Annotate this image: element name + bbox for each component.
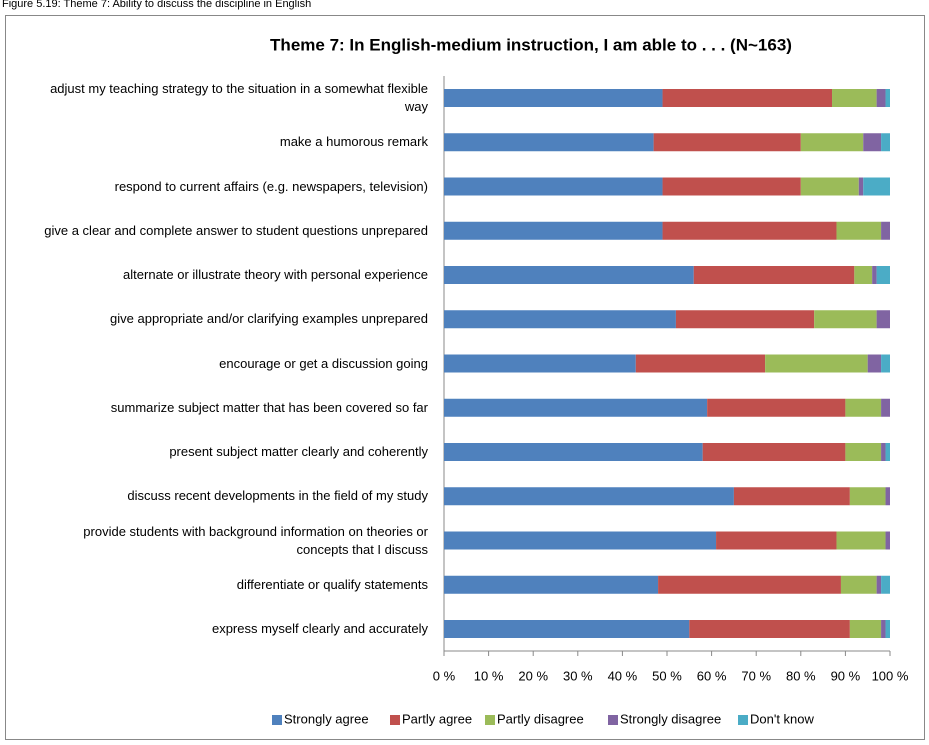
legend-label: Partly disagree	[497, 711, 584, 726]
chart-title: Theme 7: In English-medium instruction, …	[270, 35, 792, 54]
x-tick-label: 90 %	[831, 668, 861, 683]
bar-segment	[800, 177, 859, 196]
bar-segment	[444, 354, 636, 373]
x-tick-label: 40 %	[608, 668, 638, 683]
bar-segment	[662, 221, 837, 240]
y-tick-label: express myself clearly and accurately	[211, 621, 428, 636]
x-tick-label: 70 %	[741, 668, 771, 683]
x-tick-label: 10 %	[474, 668, 504, 683]
bar-segment	[876, 575, 882, 594]
bar-segment	[876, 310, 890, 329]
bar-segment	[881, 620, 886, 638]
bar-segment	[444, 310, 676, 329]
legend-swatch	[608, 715, 618, 725]
x-tick-label: 20 %	[518, 668, 548, 683]
bar-segment	[885, 620, 890, 638]
y-tick-label: respond to current affairs (e.g. newspap…	[114, 178, 428, 194]
y-tick-label: discuss recent developments in the field…	[127, 488, 428, 504]
legend-swatch	[272, 715, 282, 725]
bar-segment	[444, 487, 734, 506]
y-tick-label: present subject matter clearly and coher…	[169, 444, 428, 459]
bar-segment	[863, 177, 890, 196]
bar-segment	[840, 575, 877, 594]
bar-segment	[872, 266, 877, 284]
bar-segment	[836, 531, 886, 550]
x-tick-label: 50 %	[652, 668, 682, 683]
x-tick-label: 0 %	[433, 668, 456, 683]
legend-swatch	[738, 715, 748, 725]
bar-segment	[881, 443, 886, 461]
y-tick-label: alternate or illustrate theory with pers…	[123, 267, 428, 282]
legend-label: Partly agree	[402, 711, 472, 726]
y-tick-label: summarize subject matter that has been c…	[110, 399, 428, 415]
bar-segment	[800, 133, 864, 152]
bar-segment	[702, 443, 846, 461]
bar-segment	[444, 531, 717, 550]
legend-swatch	[390, 715, 400, 725]
bar-segment	[444, 398, 708, 417]
bar-segment	[444, 575, 659, 594]
chart-frame	[5, 15, 925, 740]
bar-segment	[444, 177, 663, 196]
bar-segment	[693, 266, 855, 284]
bar-segment	[832, 89, 877, 107]
x-tick-label: 100 %	[872, 668, 909, 683]
bar-segment	[689, 620, 850, 638]
bar-segment	[881, 575, 890, 594]
y-tick-label: adjust my teaching strategy to the situa…	[50, 81, 428, 114]
bar-segment	[849, 487, 886, 506]
bar-segment	[845, 398, 882, 417]
bar-segment	[444, 620, 690, 638]
bar-segment	[885, 487, 890, 506]
bar-segment	[444, 221, 663, 240]
bar-segment	[867, 354, 882, 373]
bar-segment	[881, 354, 890, 373]
legend-label: Strongly agree	[284, 711, 369, 726]
x-tick-label: 30 %	[563, 668, 593, 683]
bar-segment	[444, 443, 703, 461]
y-tick-label: give a clear and complete answer to stud…	[44, 222, 428, 238]
y-tick-label: encourage or get a discussion going	[219, 355, 428, 371]
bar-segment	[716, 531, 837, 550]
bar-segment	[653, 133, 801, 152]
bar-segment	[863, 133, 882, 152]
bar-segment	[707, 398, 846, 417]
bar-segment	[814, 310, 877, 329]
bar-segment	[845, 443, 882, 461]
bar-segment	[444, 89, 663, 107]
bar-segment	[635, 354, 766, 373]
bar-segment	[444, 133, 654, 152]
bar-segment	[881, 133, 890, 152]
bar-segment	[885, 89, 890, 107]
bar-segment	[854, 266, 873, 284]
bar-segment	[849, 620, 882, 638]
y-tick-label: provide students with background informa…	[83, 523, 428, 557]
bar-segment	[662, 177, 801, 196]
bar-segment	[733, 487, 850, 506]
bar-segment	[885, 443, 890, 461]
legend-label: Don't know	[750, 711, 815, 726]
bar-segment	[836, 221, 882, 240]
bar-segment	[885, 531, 890, 550]
bar-segment	[881, 398, 890, 417]
legend-swatch	[485, 715, 495, 725]
x-tick-label: 60 %	[697, 668, 727, 683]
bar-segment	[658, 575, 841, 594]
x-tick-label: 80 %	[786, 668, 816, 683]
bar-segment	[881, 221, 890, 240]
y-tick-label: differentiate or qualify statements	[236, 576, 428, 592]
caption: Figure 5.19: Theme 7: Ability to discuss…	[2, 0, 311, 10]
y-tick-label: make a humorous remark	[279, 134, 428, 150]
bar-segment	[662, 89, 833, 107]
bar-segment	[858, 177, 864, 196]
legend-label: Strongly disagree	[620, 711, 721, 726]
bar-segment	[876, 266, 890, 284]
bar-segment	[765, 354, 868, 373]
bar-segment	[444, 266, 694, 284]
bar-segment	[876, 89, 886, 107]
y-tick-label: give appropriate and/or clarifying examp…	[110, 311, 428, 327]
bar-segment	[675, 310, 815, 329]
